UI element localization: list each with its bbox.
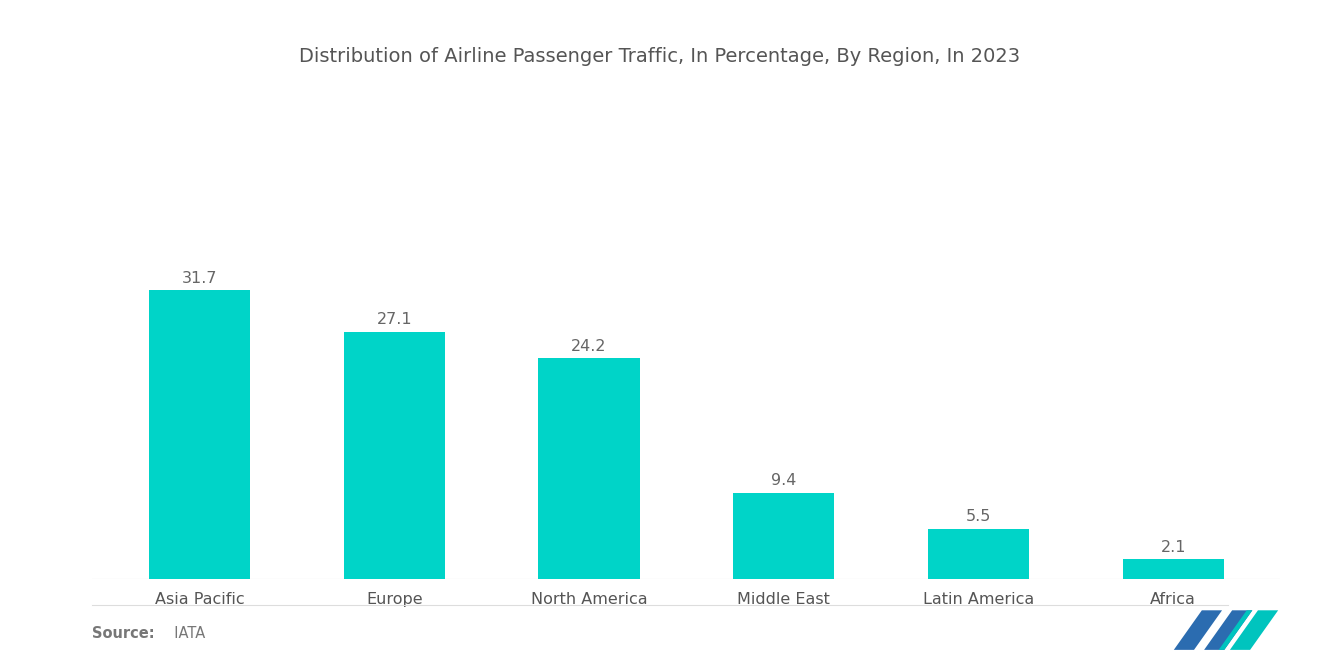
Text: 24.2: 24.2 xyxy=(572,338,607,354)
Bar xyxy=(149,290,251,579)
Text: 9.4: 9.4 xyxy=(771,473,796,489)
Polygon shape xyxy=(1204,610,1253,650)
Bar xyxy=(343,332,445,579)
Bar xyxy=(733,493,834,579)
Text: 5.5: 5.5 xyxy=(966,509,991,524)
Text: 27.1: 27.1 xyxy=(376,313,412,327)
Text: Source:: Source: xyxy=(92,626,154,642)
Bar xyxy=(539,358,640,579)
Bar xyxy=(1122,559,1224,579)
Text: 31.7: 31.7 xyxy=(182,271,218,285)
Bar xyxy=(928,529,1030,579)
Text: IATA: IATA xyxy=(165,626,205,642)
Text: Distribution of Airline Passenger Traffic, In Percentage, By Region, In 2023: Distribution of Airline Passenger Traffi… xyxy=(300,47,1020,66)
Text: 2.1: 2.1 xyxy=(1160,540,1187,555)
Polygon shape xyxy=(1173,610,1222,650)
Polygon shape xyxy=(1218,610,1253,650)
Polygon shape xyxy=(1230,610,1278,650)
